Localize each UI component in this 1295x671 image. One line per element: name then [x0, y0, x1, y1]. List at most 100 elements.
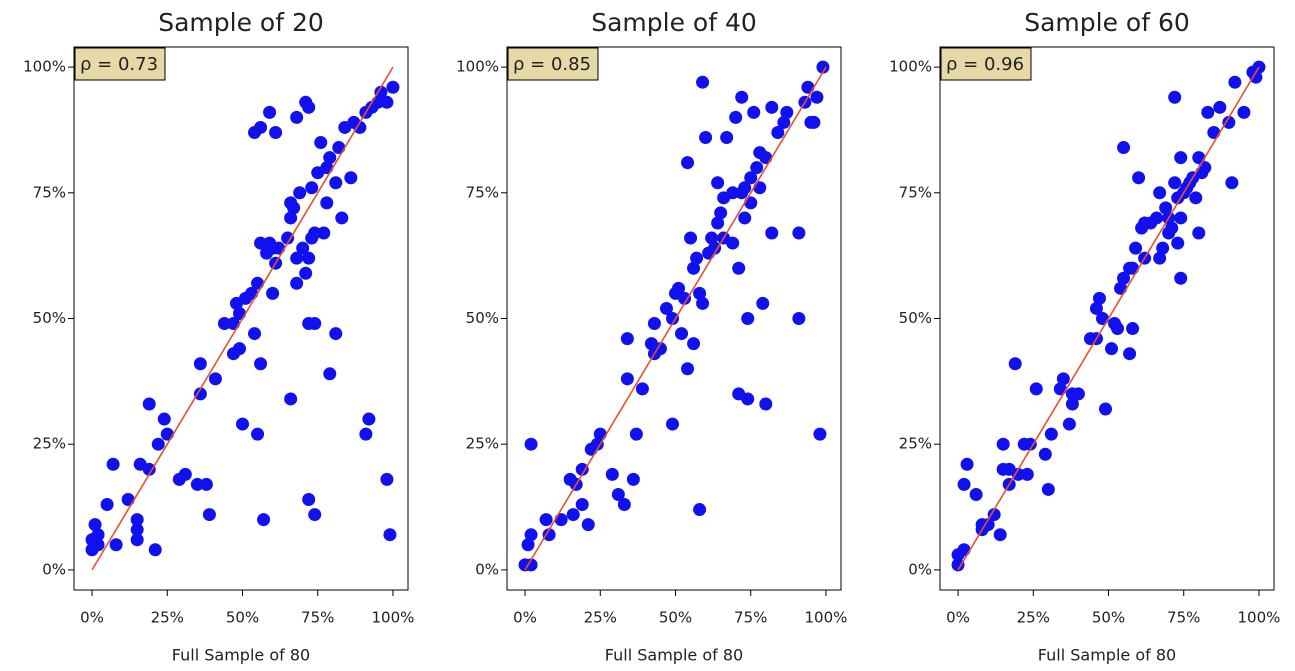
- point: [332, 141, 346, 155]
- point: [665, 312, 679, 325]
- point: [792, 312, 806, 325]
- x-tick-label: 25%: [151, 609, 184, 627]
- point: [157, 412, 171, 426]
- point: [236, 417, 250, 431]
- point: [232, 306, 246, 320]
- point: [323, 151, 337, 165]
- point: [620, 332, 634, 346]
- point: [720, 131, 734, 144]
- point: [317, 226, 331, 240]
- y-tick-label: 0%: [475, 560, 499, 578]
- point: [1105, 342, 1119, 356]
- x-tick-label: 100%: [805, 609, 848, 627]
- point: [708, 241, 722, 255]
- y-tick-label: 0%: [42, 560, 66, 578]
- point: [750, 161, 764, 175]
- point: [626, 472, 640, 486]
- point: [1198, 161, 1212, 175]
- point: [1156, 241, 1170, 255]
- point: [696, 75, 710, 89]
- point: [1126, 261, 1140, 275]
- point: [302, 100, 316, 114]
- point: [254, 357, 268, 371]
- point: [590, 437, 604, 451]
- point: [813, 427, 827, 441]
- y-tick-label: 100%: [23, 58, 66, 76]
- y-tick-label: 50%: [899, 309, 932, 327]
- point: [353, 120, 367, 134]
- point: [100, 498, 114, 512]
- point: [202, 508, 216, 522]
- x-tick-label: 25%: [584, 609, 617, 627]
- point: [1213, 100, 1227, 114]
- point: [251, 276, 265, 290]
- point: [193, 387, 207, 401]
- point: [738, 181, 752, 195]
- point: [1165, 221, 1179, 235]
- point: [308, 508, 322, 522]
- point: [380, 472, 394, 486]
- point: [593, 427, 607, 441]
- point: [383, 528, 397, 542]
- fit-line: [957, 66, 1260, 571]
- point: [199, 477, 213, 491]
- point: [1222, 115, 1236, 129]
- point: [308, 226, 322, 240]
- point: [521, 538, 535, 552]
- point: [109, 538, 123, 552]
- point: [729, 110, 743, 124]
- point: [738, 211, 752, 225]
- point: [524, 558, 538, 572]
- point: [687, 261, 701, 275]
- y-tick-label: 100%: [889, 58, 932, 76]
- point: [1123, 347, 1137, 361]
- point: [1228, 75, 1242, 89]
- x-tick-label: 75%: [301, 609, 334, 627]
- y-tick-label: 75%: [33, 183, 66, 201]
- point: [756, 296, 770, 310]
- point: [672, 281, 686, 295]
- point: [1126, 322, 1140, 336]
- point: [374, 85, 388, 99]
- point: [705, 231, 719, 245]
- point: [344, 171, 358, 185]
- point: [777, 115, 791, 129]
- point: [1174, 151, 1188, 165]
- point: [248, 327, 262, 341]
- point: [951, 558, 965, 572]
- point: [696, 296, 710, 310]
- point: [1174, 271, 1188, 285]
- point: [1150, 211, 1164, 225]
- point: [792, 226, 806, 240]
- point: [741, 312, 755, 325]
- point: [296, 241, 310, 255]
- point: [765, 100, 779, 114]
- point: [193, 357, 207, 371]
- point: [744, 196, 758, 210]
- point: [142, 462, 156, 476]
- point: [771, 125, 785, 139]
- point: [1171, 236, 1185, 250]
- point: [957, 477, 971, 491]
- point: [323, 367, 337, 381]
- point: [1092, 291, 1106, 305]
- point: [807, 115, 821, 129]
- point: [1111, 322, 1125, 336]
- point: [121, 493, 135, 506]
- point: [732, 261, 746, 275]
- point: [287, 201, 301, 215]
- point: [1168, 90, 1182, 104]
- point: [575, 462, 589, 476]
- point: [1201, 105, 1215, 119]
- x-tick-label: 50%: [1092, 609, 1125, 627]
- point: [681, 156, 695, 170]
- x-tick-label: 25%: [1017, 609, 1050, 627]
- y-tick-label: 100%: [456, 58, 499, 76]
- point: [1207, 125, 1221, 139]
- point: [747, 105, 761, 119]
- chart-title: Sample of 20: [158, 8, 324, 37]
- point: [1159, 201, 1173, 215]
- x-tick-label: 75%: [734, 609, 767, 627]
- point: [1071, 387, 1085, 401]
